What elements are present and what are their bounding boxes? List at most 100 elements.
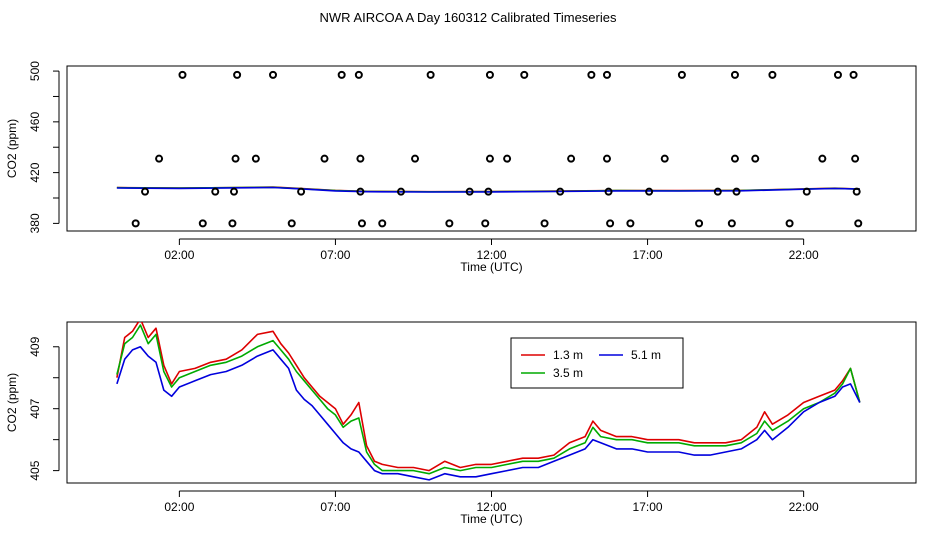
flag-point [484, 187, 493, 196]
x-axis-label: Time (UTC) [460, 260, 522, 274]
flag-point [378, 219, 387, 228]
flag-point [356, 187, 365, 196]
y-tick-label: 407 [28, 398, 42, 418]
flag-point [320, 154, 329, 163]
flag-point [606, 219, 615, 228]
flag-point [396, 187, 405, 196]
flag-point [141, 187, 150, 196]
flag-point [567, 154, 576, 163]
flag-point [198, 219, 207, 228]
flag-point [231, 154, 240, 163]
flag-scatter-panel: 02:00 07:00 12:00 17:00 22:00 Time (UTC) 380 42… [5, 61, 917, 274]
plot-area [116, 322, 861, 481]
flag-point [356, 154, 365, 163]
x-tick-label: 17:00 [633, 248, 663, 262]
flag-point [426, 70, 435, 79]
flag-point [178, 70, 187, 79]
legend-label: 5.1 m [631, 348, 661, 362]
x-tick-label: 22:00 [789, 248, 819, 262]
flag-point [465, 187, 474, 196]
flag-point [233, 70, 242, 79]
series-line [116, 186, 860, 193]
flag-point [354, 70, 363, 79]
flag-point [520, 70, 529, 79]
legend-label: 1.3 m [553, 348, 583, 362]
flag-point [818, 154, 827, 163]
flag-point [802, 187, 811, 196]
series-line [116, 322, 861, 472]
figure-title: NWR AIRCOA A Day 160312 Calibrated Times… [320, 10, 617, 25]
series-line [116, 346, 861, 481]
flag-point [851, 154, 860, 163]
x-tick-label: 07:00 [320, 500, 350, 514]
x-axis: 02:00 07:00 12:00 17:00 22:00 Time (UTC) [164, 238, 819, 274]
flag-point [751, 154, 760, 163]
series-line [116, 324, 861, 475]
y-tick-label: 405 [28, 460, 42, 480]
x-tick-label: 12:00 [476, 500, 506, 514]
y-tick-label: 380 [28, 213, 42, 233]
plot-area [116, 70, 863, 228]
x-tick-label: 07:00 [320, 248, 350, 262]
flag-point [660, 154, 669, 163]
y-axis: 405 407 409 CO2 (ppm) [5, 336, 60, 481]
y-tick-label: 460 [28, 112, 42, 132]
flag-point [713, 187, 722, 196]
x-axis: 02:00 07:00 12:00 17:00 22:00 Time (UTC) [164, 490, 819, 526]
flag-point [695, 219, 704, 228]
flag-point [540, 219, 549, 228]
flag-point [503, 154, 512, 163]
flag-point [556, 187, 565, 196]
flag-point [297, 187, 306, 196]
y-axis: 380 420 460 500 CO2 (ppm) [5, 61, 60, 233]
flag-point [228, 219, 237, 228]
x-tick-label: 02:00 [164, 500, 194, 514]
flag-point [269, 70, 278, 79]
flag-point [732, 187, 741, 196]
x-tick-label: 02:00 [164, 248, 194, 262]
flag-point [626, 219, 635, 228]
flag-point [768, 70, 777, 79]
flag-point [730, 154, 739, 163]
y-axis-label: CO2 (ppm) [5, 373, 19, 432]
flag-point [155, 154, 164, 163]
flag-point [485, 154, 494, 163]
flag-point [587, 70, 596, 79]
flag-point [852, 187, 861, 196]
flag-point [211, 187, 220, 196]
flag-point [645, 187, 654, 196]
flag-point [604, 187, 613, 196]
plot-frame [66, 321, 917, 484]
x-tick-label: 17:00 [633, 500, 663, 514]
flag-point [411, 154, 420, 163]
flag-point [229, 187, 238, 196]
flag-point [602, 154, 611, 163]
x-axis-label: Time (UTC) [460, 512, 522, 526]
legend-label: 3.5 m [553, 366, 583, 380]
flag-point [727, 219, 736, 228]
legend: 1.3 m 3.5 m 5.1 m [510, 337, 684, 389]
flag-point [357, 219, 366, 228]
flag-point [445, 219, 454, 228]
x-tick-label: 22:00 [789, 500, 819, 514]
flag-point [677, 70, 686, 79]
flag-point [785, 219, 794, 228]
flag-point [481, 219, 490, 228]
y-tick-label: 409 [28, 336, 42, 356]
x-tick-label: 12:00 [476, 248, 506, 262]
legend-box [510, 337, 684, 389]
flag-point [251, 154, 260, 163]
flag-point [730, 70, 739, 79]
flag-point [849, 70, 858, 79]
flag-point [833, 70, 842, 79]
flag-point [131, 219, 140, 228]
y-axis-label: CO2 (ppm) [5, 119, 19, 178]
flag-point [337, 70, 346, 79]
flag-point [287, 219, 296, 228]
y-tick-label: 500 [28, 61, 42, 81]
plot-frame [66, 65, 917, 232]
flag-point [854, 219, 863, 228]
flag-point [602, 70, 611, 79]
